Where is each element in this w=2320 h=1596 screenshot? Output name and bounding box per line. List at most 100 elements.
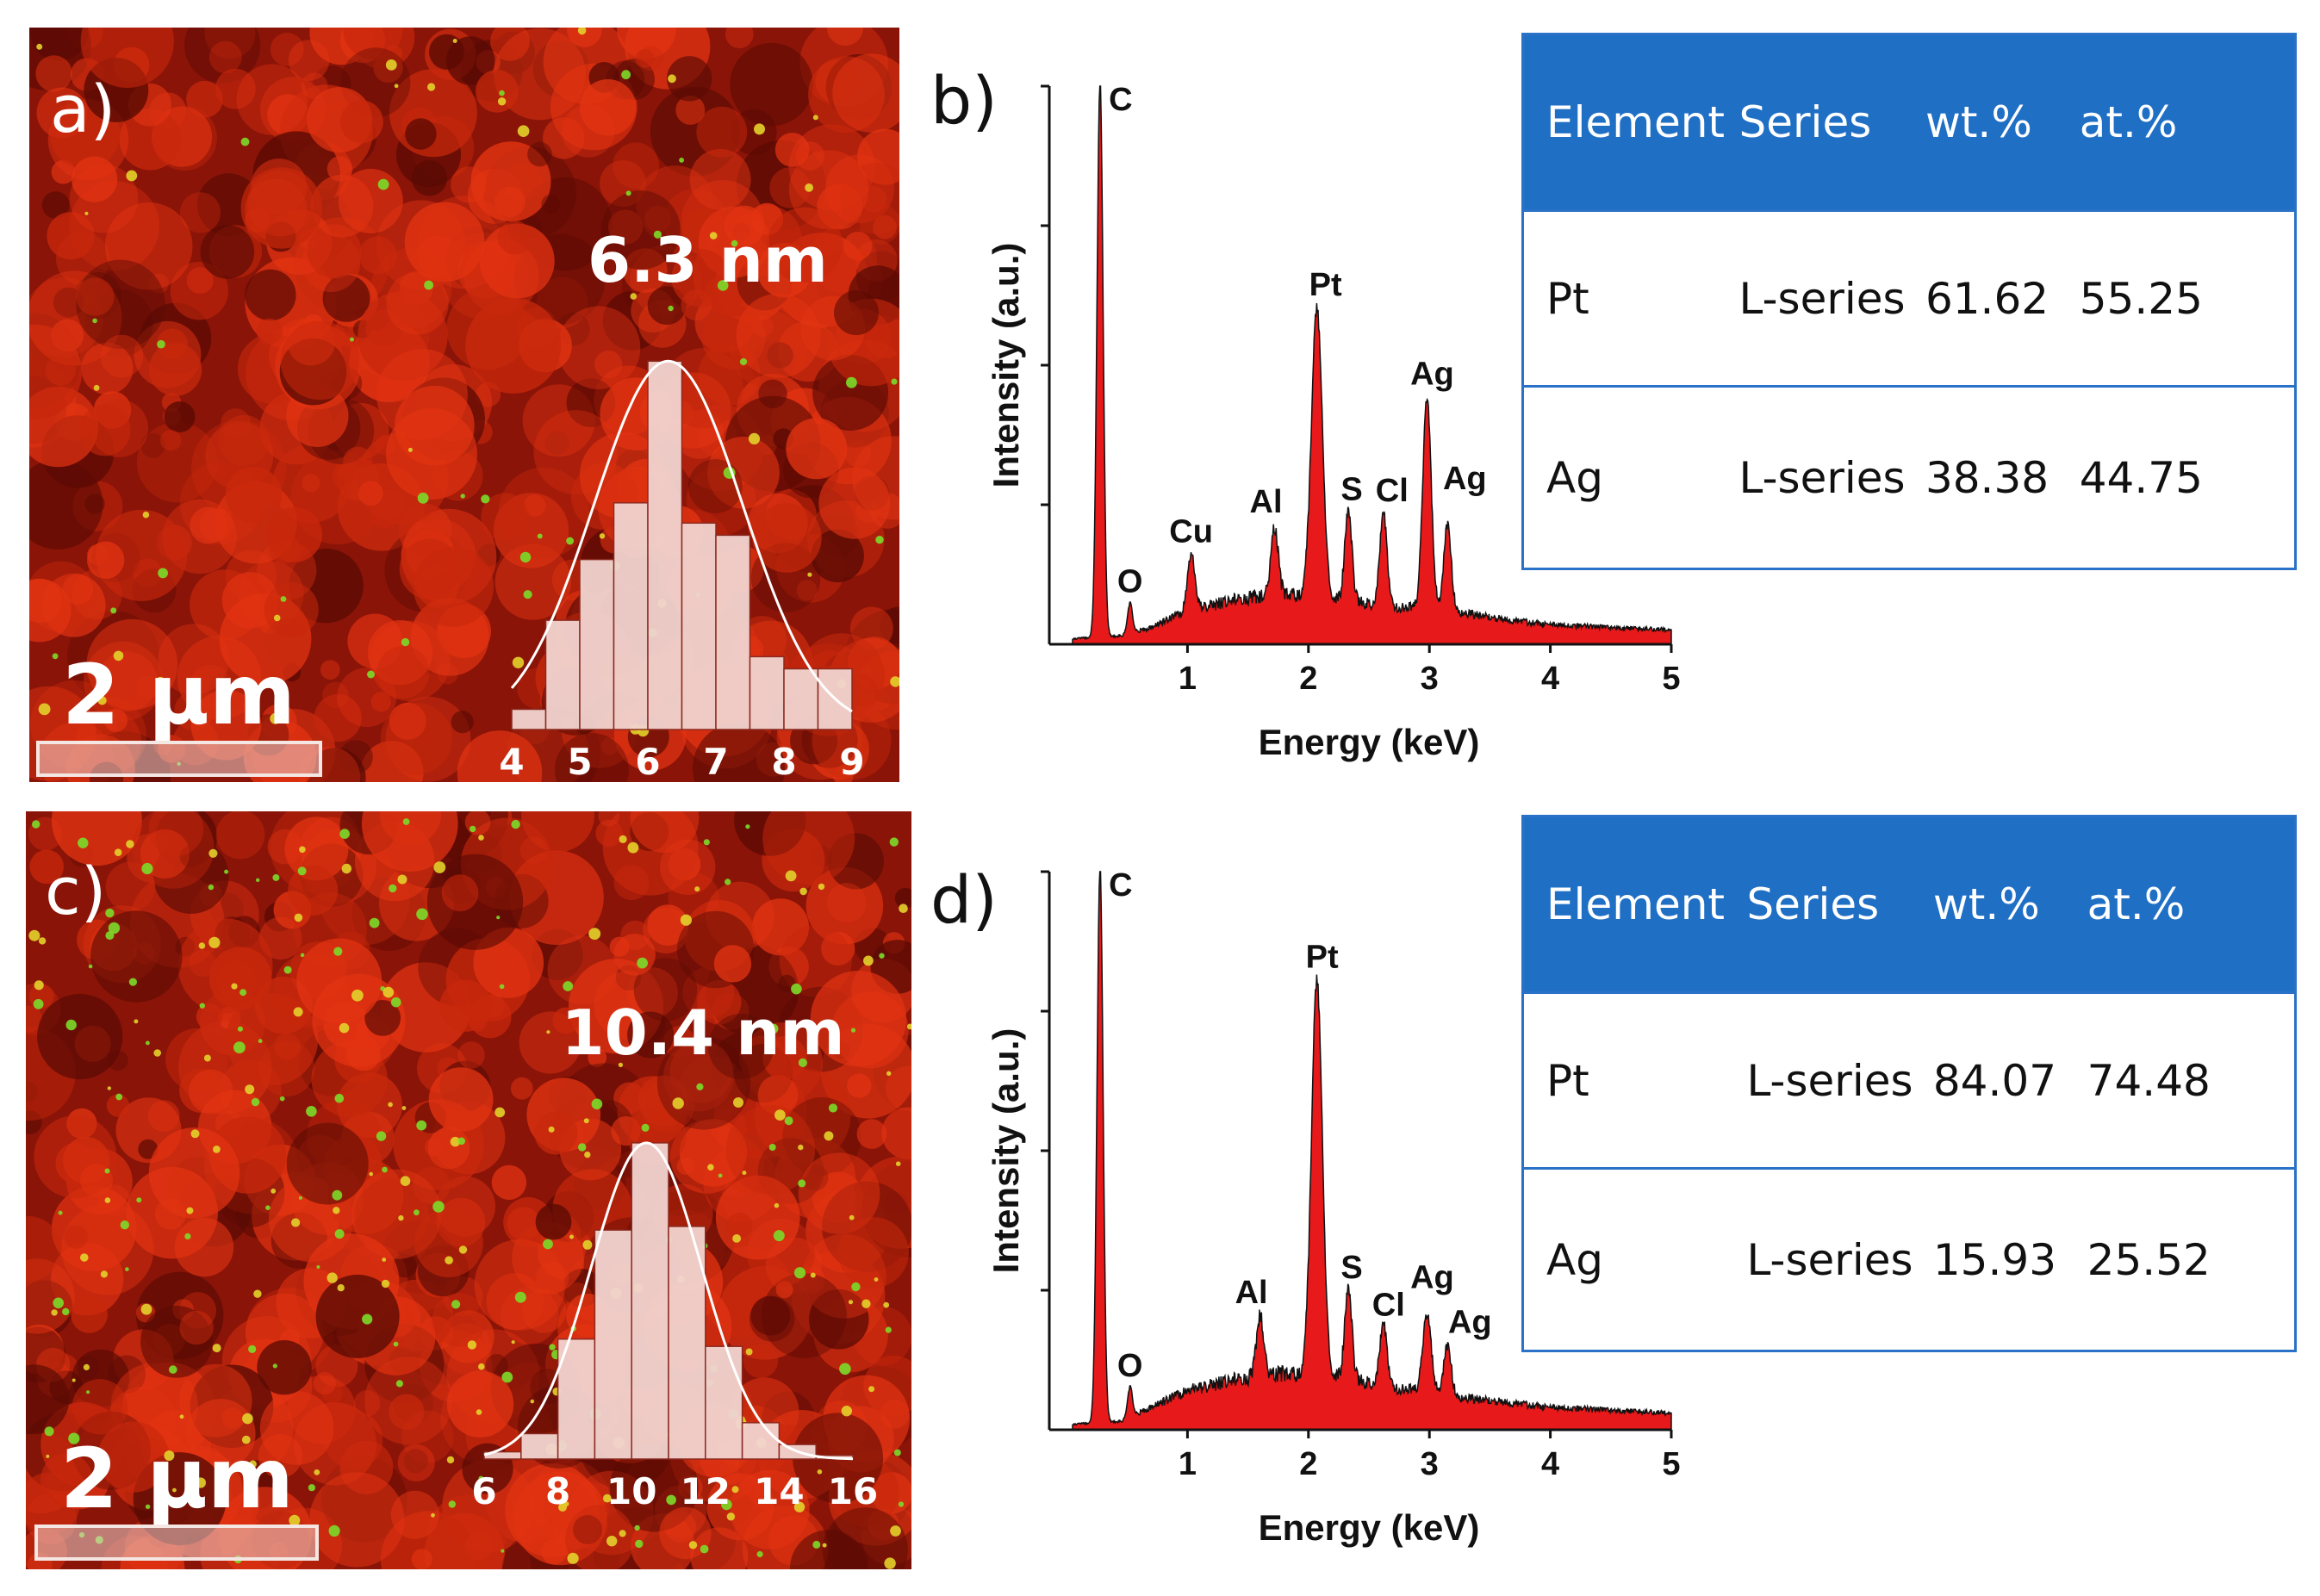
map-blob	[286, 1122, 369, 1205]
histogram-tick-label: 12	[681, 1470, 731, 1512]
particle-dot	[709, 232, 718, 239]
particle-dot	[84, 211, 89, 215]
histogram-bar	[544, 619, 581, 730]
particle-dot	[885, 1326, 892, 1333]
particle-dot	[879, 953, 885, 959]
particle-dot	[625, 190, 631, 196]
map-blob	[76, 277, 115, 316]
particle-dot	[748, 432, 761, 444]
particle-dot	[153, 1462, 164, 1472]
table-row: Ag L-series 15.93 25.52	[1524, 1167, 2294, 1350]
map-blob	[441, 1310, 494, 1363]
particle-dot	[784, 1116, 793, 1126]
particle-dot	[906, 1023, 911, 1030]
particle-dot	[273, 614, 281, 622]
map-blob	[399, 538, 461, 599]
particle-dot	[272, 1363, 277, 1369]
table-cell: Pt	[1524, 991, 1725, 1169]
map-blob	[397, 1444, 435, 1481]
x-tick-label: 3	[1421, 1446, 1439, 1482]
map-blob	[873, 214, 897, 239]
particle-dot	[128, 978, 137, 986]
particle-dot	[105, 931, 115, 941]
map-blob	[104, 708, 128, 732]
particle-dot	[563, 1501, 569, 1506]
gaussian-fit-curve	[510, 359, 853, 713]
map-blob	[324, 1410, 383, 1469]
particle-dot	[546, 1030, 550, 1034]
particle-dot	[140, 1303, 152, 1315]
particle-dot	[895, 1161, 901, 1166]
map-blob	[565, 1505, 635, 1569]
map-blob	[498, 467, 589, 559]
particle-dot	[213, 1146, 221, 1153]
particle-dot	[745, 824, 750, 829]
particle-dot	[634, 1525, 640, 1531]
particle-dot	[390, 997, 401, 1008]
histogram-title: 6.3 nm	[588, 224, 828, 296]
particle-dot	[523, 590, 532, 599]
map-blob	[41, 191, 70, 220]
histogram-tick-label: 4	[499, 741, 524, 782]
map-blob	[457, 1041, 485, 1069]
composition-table-b: Element Series wt.% at.% Pt L-series 61.…	[1521, 33, 2297, 570]
particle-dot	[445, 1256, 453, 1264]
particle-dot	[793, 1267, 806, 1279]
particle-dot	[497, 97, 507, 106]
map-blob	[270, 33, 304, 66]
particle-dot	[62, 1307, 70, 1316]
map-blob	[633, 958, 698, 1022]
histogram-tick-label: 8	[771, 741, 796, 782]
scale-bar-label: 2 µm	[60, 1431, 294, 1527]
particle-dot	[120, 1220, 129, 1230]
particle-dot	[383, 986, 395, 998]
particle-dot	[839, 1363, 851, 1376]
composition-table-d: Element Series wt.% at.% Pt L-series 84.…	[1521, 815, 2297, 1352]
particle-dot	[621, 70, 631, 80]
particle-dot	[169, 1365, 177, 1374]
map-blob	[208, 40, 242, 74]
map-blob	[310, 174, 374, 238]
map-blob	[140, 432, 166, 458]
particle-dot	[725, 879, 731, 885]
particle-dot	[83, 1363, 90, 1370]
particle-dot	[36, 43, 43, 50]
particle-dot	[417, 492, 429, 504]
particle-dot	[566, 537, 574, 545]
map-blob	[358, 236, 397, 275]
scale-bar-label: 2 µm	[62, 647, 295, 743]
map-blob	[37, 993, 123, 1080]
map-blob	[26, 1216, 61, 1282]
particle-dot	[812, 1540, 821, 1549]
map-blob	[179, 1310, 214, 1345]
particle-dot	[283, 966, 292, 974]
particle-dot	[514, 1291, 526, 1303]
eds-map-c: 2 µm 6 8 10 12 14 16 10.4 nm	[26, 811, 911, 1569]
particle-dot	[481, 494, 490, 504]
particle-dot	[297, 866, 307, 876]
map-blob	[160, 430, 182, 451]
particle-dot	[511, 819, 520, 829]
particle-dot	[731, 1486, 739, 1494]
particle-dot	[395, 1380, 403, 1388]
map-blob	[736, 293, 821, 378]
map-blob	[541, 194, 561, 214]
particle-dot	[271, 1188, 277, 1194]
particle-dot	[742, 1171, 747, 1176]
particle-dot	[397, 874, 407, 885]
histogram-tick-label: 6	[471, 1470, 496, 1512]
particle-dot	[718, 1173, 723, 1178]
map-blob	[78, 404, 131, 456]
particle-dot	[499, 984, 505, 990]
peak-label: Cl	[1372, 1287, 1405, 1323]
particle-dot	[433, 861, 446, 873]
particle-dot	[184, 1233, 191, 1239]
particle-dot	[108, 922, 121, 935]
map-blob	[389, 1394, 425, 1430]
map-blob	[315, 1274, 400, 1358]
particle-dot	[314, 1469, 320, 1475]
map-blob	[360, 741, 424, 782]
peak-label: Ag	[1410, 357, 1454, 393]
map-blob	[795, 141, 825, 171]
particle-dot	[52, 653, 59, 660]
